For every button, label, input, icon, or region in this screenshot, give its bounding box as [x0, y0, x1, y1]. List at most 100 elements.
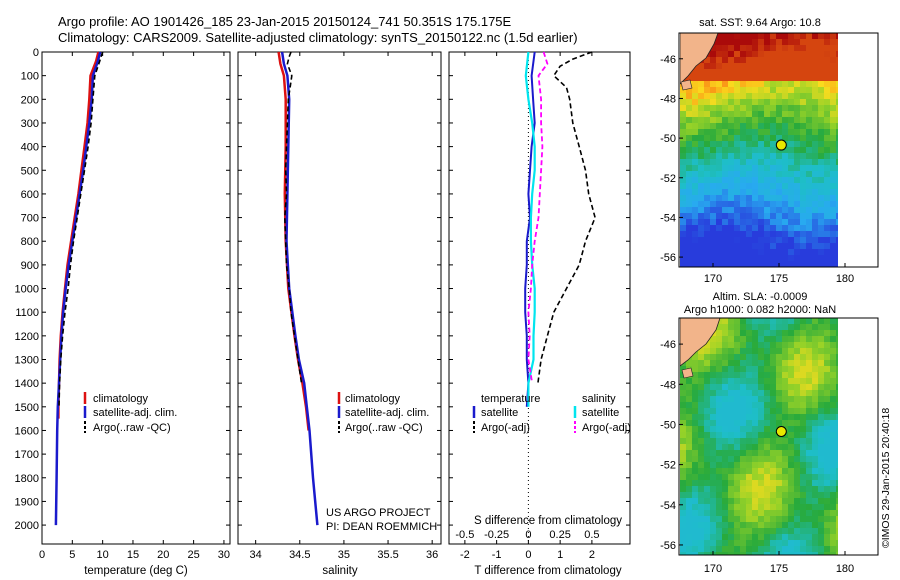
heatmap-cell [704, 189, 711, 196]
heatmap-cell [710, 360, 717, 367]
heatmap-cell [836, 189, 838, 196]
heatmap-cell [758, 492, 765, 499]
heatmap-cell [776, 81, 783, 88]
heatmap-cell [710, 498, 717, 505]
heatmap-cell [710, 159, 717, 166]
x-tick-label: 1 [557, 549, 563, 561]
heatmap-cell [812, 171, 819, 178]
heatmap-cell [824, 39, 831, 46]
heatmap-cell [746, 348, 753, 355]
heatmap-cell [800, 75, 807, 82]
heatmap-cell [812, 438, 819, 445]
heatmap-cell [818, 462, 825, 469]
heatmap-cell [710, 390, 717, 397]
heatmap-cell [734, 462, 741, 469]
heatmap-cell [764, 243, 771, 250]
heatmap-cell [800, 225, 807, 232]
heatmap-cell [758, 444, 765, 451]
map-y-tick-label: -48 [660, 379, 676, 391]
heatmap-cell [680, 510, 687, 517]
heatmap-cell [818, 63, 825, 70]
heatmap-cell [686, 177, 693, 184]
heatmap-cell [788, 372, 795, 379]
heatmap-cell [788, 552, 795, 555]
heatmap-cell [740, 384, 747, 391]
map-y-tick-label: -52 [660, 173, 676, 185]
map-y-tick-label: -54 [660, 500, 676, 512]
x-tick-label: 36 [426, 549, 438, 561]
heatmap-cell [770, 456, 777, 463]
heatmap-cell [740, 486, 747, 493]
heatmap-cell [752, 117, 759, 124]
map-y-tick-label: -46 [660, 339, 676, 351]
heatmap-cell [716, 201, 723, 208]
heatmap-cell [680, 516, 687, 523]
heatmap-cell [710, 93, 717, 100]
heatmap-cell [824, 255, 831, 262]
heatmap-cell [680, 366, 687, 373]
heatmap-cell [812, 213, 819, 220]
heatmap-cell [794, 480, 801, 487]
heatmap-cell [806, 141, 813, 148]
heatmap-cell [734, 87, 741, 94]
heatmap-cell [818, 540, 825, 547]
heatmap-cell [812, 117, 819, 124]
heatmap-cell [704, 105, 711, 112]
heatmap-cell [758, 360, 765, 367]
heatmap-cell [686, 390, 693, 397]
heatmap-cell [692, 456, 699, 463]
heatmap-cell [704, 546, 711, 553]
heatmap-cell [764, 177, 771, 184]
heatmap-cell [716, 342, 723, 349]
heatmap-cell [692, 225, 699, 232]
legend-label-argo: Argo(..raw -QC) [345, 422, 423, 434]
heatmap-cell [824, 426, 831, 433]
heatmap-cell [776, 231, 783, 238]
heatmap-cell [722, 546, 729, 553]
heatmap-cell [716, 492, 723, 499]
heatmap-cell [836, 243, 838, 250]
heatmap-cell [764, 255, 771, 262]
heatmap-cell [680, 183, 687, 190]
heatmap-cell [782, 456, 789, 463]
heatmap-cell [836, 426, 838, 433]
heatmap-cell [752, 342, 759, 349]
heatmap-cell [800, 552, 807, 555]
heatmap-cell [782, 372, 789, 379]
heatmap-cell [806, 342, 813, 349]
heatmap-cell [698, 231, 705, 238]
heatmap-cell [698, 426, 705, 433]
heatmap-cell [824, 99, 831, 106]
heatmap-cell [830, 378, 837, 385]
heatmap-cell [686, 243, 693, 250]
heatmap-cell [734, 432, 741, 439]
heatmap-cell [788, 201, 795, 208]
heatmap-cell [716, 324, 723, 331]
heatmap-cell [746, 402, 753, 409]
heatmap-cell [770, 534, 777, 541]
heatmap-cell [806, 135, 813, 142]
heatmap-cell [710, 51, 717, 58]
heatmap-cell [704, 384, 711, 391]
heatmap-cell [836, 546, 838, 553]
heatmap-cell [692, 444, 699, 451]
heatmap-cell [722, 261, 729, 267]
heatmap-cell [800, 414, 807, 421]
heatmap-cell [704, 243, 711, 250]
heatmap-cell [782, 414, 789, 421]
heatmap-cell [752, 324, 759, 331]
heatmap-cell [818, 111, 825, 118]
heatmap-cell [812, 510, 819, 517]
heatmap-cell [752, 183, 759, 190]
heatmap-cell [692, 165, 699, 172]
heatmap-cell [710, 438, 717, 445]
heatmap-cell [824, 450, 831, 457]
heatmap-cell [752, 348, 759, 355]
heatmap-cell [830, 249, 837, 256]
heatmap-cell [806, 552, 813, 555]
legend-label-s-argo: Argo(-adj) [582, 422, 631, 434]
heatmap-cell [794, 51, 801, 58]
heatmap-cell [800, 213, 807, 220]
heatmap-cell [794, 261, 801, 267]
heatmap-cell [818, 261, 825, 267]
